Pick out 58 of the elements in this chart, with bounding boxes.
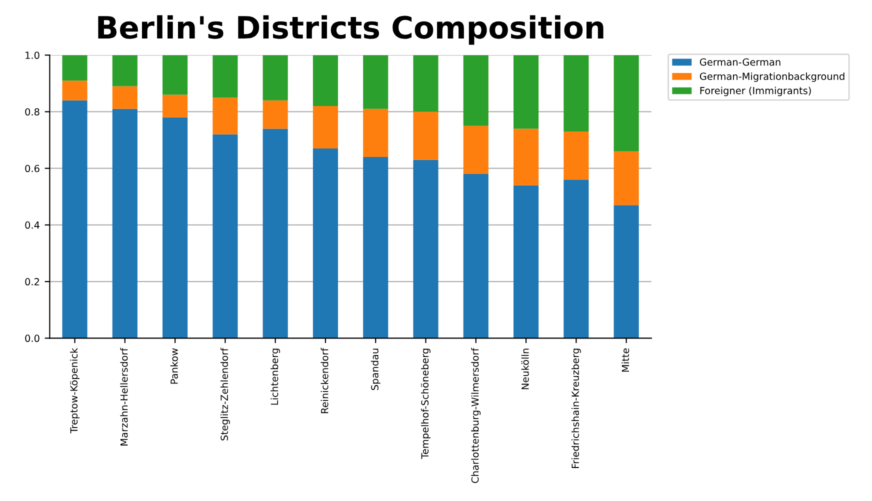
x-tick-label: Tempelhof-Schöneberg	[421, 348, 430, 459]
bar	[262, 128, 288, 338]
bar	[162, 117, 188, 338]
x-tick-label: Reinickendorf	[320, 348, 328, 414]
bar	[564, 132, 589, 180]
bar	[463, 126, 488, 174]
legend-label: German-Migrationbackground	[700, 72, 844, 82]
x-tick-label: Lichtenberg	[270, 348, 280, 405]
bar	[312, 148, 338, 338]
bar	[514, 128, 539, 186]
bar	[413, 112, 438, 160]
bar	[112, 55, 138, 86]
bar	[614, 205, 639, 338]
bar	[262, 100, 288, 129]
x-tick-label: Treptow-Köpenick	[70, 348, 80, 434]
bar	[62, 80, 88, 100]
x-tick-label: Charlottenburg-Wilmersdorf	[471, 348, 481, 483]
bar	[463, 174, 488, 338]
x-tick-label: Spandau	[370, 348, 380, 390]
bar	[514, 185, 539, 338]
bar	[162, 55, 188, 95]
y-tick-label: 0.8	[25, 108, 40, 116]
y-tick-label: 0.0	[25, 334, 40, 342]
bar	[363, 108, 388, 158]
y-tick-label: 1.0	[26, 52, 40, 59]
legend-label: Foreigner (Immigrants)	[700, 86, 811, 96]
bar	[262, 55, 288, 100]
bar	[212, 55, 238, 98]
y-tick-label: 0.6	[25, 164, 40, 172]
bar	[212, 98, 238, 134]
bar	[564, 55, 589, 132]
x-tick-label: Steglitz-Zehlendorf	[220, 348, 230, 440]
bar	[413, 160, 438, 338]
x-tick-label: Friedrichshain-Kreuzberg	[571, 348, 581, 468]
x-tick-label: Marzahn-Hellersdorf	[120, 348, 128, 446]
y-tick-label: 0.4	[25, 221, 40, 229]
bar	[62, 55, 88, 81]
bar	[564, 180, 589, 338]
legend-label: German-German	[700, 58, 780, 66]
x-tick-label: Mitte	[622, 348, 630, 372]
bar	[614, 151, 639, 206]
bar	[363, 157, 388, 338]
bar	[413, 55, 438, 112]
bar	[363, 55, 388, 109]
bar	[212, 134, 238, 338]
x-tick-label: Neukölln	[521, 348, 529, 390]
bar	[62, 100, 88, 338]
chart-title: Berlin's Districts Composition	[98, 15, 604, 45]
bar	[514, 55, 539, 129]
x-tick-label: Pankow	[170, 348, 178, 384]
bar	[312, 106, 338, 149]
y-tick-label: 0.2	[25, 278, 40, 286]
bar	[112, 108, 138, 338]
bar	[162, 94, 188, 118]
bar	[463, 55, 488, 126]
bar	[312, 55, 338, 106]
bar	[614, 55, 639, 152]
bar	[112, 86, 138, 109]
